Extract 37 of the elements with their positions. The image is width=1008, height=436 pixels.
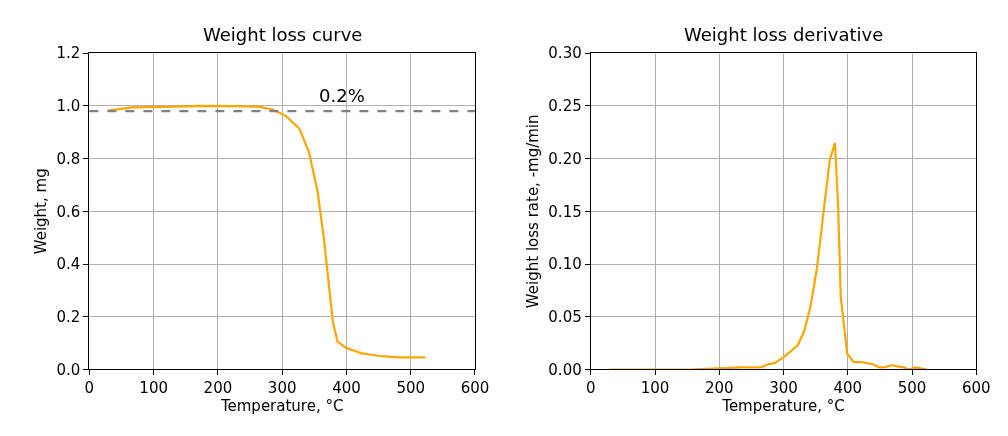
y-tick-label: 1.0: [56, 97, 81, 116]
y-axis-title: Weight loss rate, -mg/min: [523, 114, 542, 309]
x-tick-label: 600: [962, 379, 991, 398]
chart-title: Weight loss derivative: [684, 24, 884, 45]
x-tick-label: 300: [267, 379, 297, 398]
annotation: 0.2%: [319, 85, 365, 106]
x-tick-label: 500: [396, 379, 426, 398]
x-tick-label: 500: [897, 379, 927, 398]
x-axis-title: Temperature, °C: [721, 397, 845, 416]
line-series: [608, 141, 928, 370]
line-series: [106, 104, 427, 359]
y-axis-title: Weight, mg: [31, 168, 50, 255]
x-tick-label: 400: [833, 379, 863, 398]
x-tick-label: 400: [332, 379, 361, 398]
y-tick-label: 0.15: [548, 202, 582, 221]
y-tick-label: 0.4: [56, 255, 81, 274]
y-tick-label: 0.25: [548, 97, 582, 116]
x-axis-title: Temperature, °C: [219, 397, 344, 416]
y-tick-label: 1.2: [56, 44, 81, 63]
x-tick-label: 300: [769, 379, 798, 398]
y-tick-label: 0.8: [56, 149, 81, 168]
y-tick-label: 0.20: [548, 149, 582, 168]
y-tick-label: 0.30: [548, 44, 582, 63]
x-tick-label: 600: [460, 379, 490, 398]
x-tick-label: 0: [585, 379, 596, 398]
y-tick-label: 0.05: [548, 308, 582, 326]
y-tick-label: 0.2: [56, 308, 81, 326]
y-tick-label: 0.0: [56, 360, 81, 379]
x-tick-label: 100: [139, 379, 168, 398]
y-tick-label: 0.10: [548, 255, 582, 274]
x-tick-label: 0: [84, 379, 95, 398]
x-tick-label: 100: [640, 379, 670, 398]
y-tick-label: 0.00: [548, 360, 582, 379]
x-tick-label: 200: [203, 379, 233, 398]
y-tick-label: 0.6: [56, 202, 81, 221]
chart-title: Weight loss curve: [203, 24, 363, 45]
x-tick-label: 200: [704, 379, 734, 398]
